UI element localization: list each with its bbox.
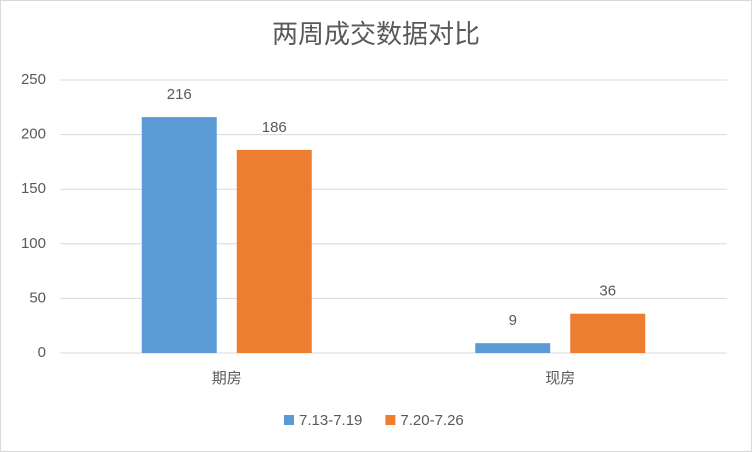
- legend-label: 7.13-7.19: [299, 412, 362, 429]
- x-tick-label: 期房: [212, 370, 242, 387]
- y-tick-label: 50: [29, 289, 46, 306]
- legend-swatch: [284, 415, 294, 425]
- bar: [570, 313, 646, 353]
- data-label: 9: [509, 312, 517, 329]
- y-tick-label: 250: [21, 71, 46, 88]
- legend-swatch: [385, 415, 396, 425]
- bar: [236, 149, 312, 353]
- data-label: 186: [262, 119, 287, 136]
- bar: [141, 117, 217, 354]
- legend-label: 7.20-7.26: [400, 412, 463, 429]
- y-tick-label: 150: [21, 180, 46, 197]
- data-label: 216: [167, 86, 192, 103]
- x-tick-label: 现房: [545, 370, 575, 387]
- y-tick-label: 200: [21, 126, 46, 143]
- y-tick-label: 0: [38, 344, 46, 361]
- y-tick-label: 100: [21, 235, 46, 252]
- data-label: 36: [599, 283, 616, 300]
- chart-title: 两周成交数据对比: [272, 19, 480, 49]
- bar: [475, 343, 551, 353]
